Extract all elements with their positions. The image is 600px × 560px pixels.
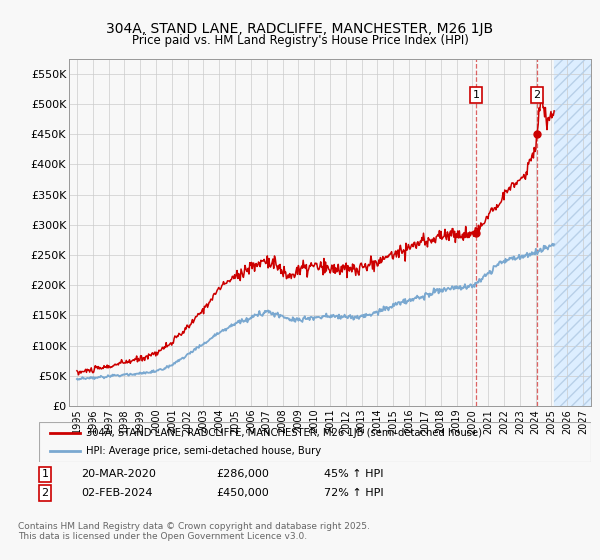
Text: 02-FEB-2024: 02-FEB-2024 <box>81 488 152 498</box>
Text: £450,000: £450,000 <box>216 488 269 498</box>
Text: 2: 2 <box>41 488 49 498</box>
Text: 72% ↑ HPI: 72% ↑ HPI <box>324 488 383 498</box>
Text: 304A, STAND LANE, RADCLIFFE, MANCHESTER, M26 1JB: 304A, STAND LANE, RADCLIFFE, MANCHESTER,… <box>106 22 494 36</box>
Text: 20-MAR-2020: 20-MAR-2020 <box>81 469 156 479</box>
Text: £286,000: £286,000 <box>216 469 269 479</box>
Text: 1: 1 <box>41 469 49 479</box>
Text: Price paid vs. HM Land Registry's House Price Index (HPI): Price paid vs. HM Land Registry's House … <box>131 34 469 46</box>
Text: Contains HM Land Registry data © Crown copyright and database right 2025.
This d: Contains HM Land Registry data © Crown c… <box>18 522 370 542</box>
Bar <box>554 59 591 406</box>
Text: HPI: Average price, semi-detached house, Bury: HPI: Average price, semi-detached house,… <box>86 446 321 456</box>
Text: 2: 2 <box>533 90 541 100</box>
Text: 304A, STAND LANE, RADCLIFFE, MANCHESTER, M26 1JB (semi-detached house): 304A, STAND LANE, RADCLIFFE, MANCHESTER,… <box>86 428 482 438</box>
Bar <box>554 59 591 406</box>
Text: 45% ↑ HPI: 45% ↑ HPI <box>324 469 383 479</box>
Text: 1: 1 <box>472 90 479 100</box>
